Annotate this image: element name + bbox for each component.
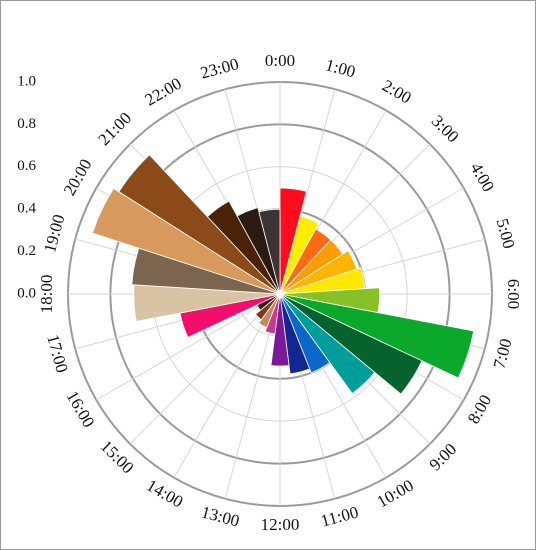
bar-14-00 (258, 293, 281, 329)
angular-tick-label: 17:00 (43, 332, 71, 374)
bars-layer (91, 154, 475, 395)
angular-tick-label: 18:00 (37, 275, 56, 314)
bar-21-00 (118, 154, 281, 295)
bar-10-00 (279, 293, 331, 374)
angular-tick-labels: 0:00 1:00 2:00 3:004:00 5:00 6:00 7:00 8:009:00… (37, 51, 523, 534)
radial-tick-labels: 0.0 0.2 0.4 0.6 0.8 1.0 (17, 73, 36, 301)
bar-23-00 (236, 207, 281, 295)
bar-22-00 (206, 200, 281, 295)
spoke-16 (96, 293, 281, 401)
angular-tick-label: 23:00 (198, 54, 240, 82)
angular-tick-label: 13:00 (199, 502, 241, 530)
angular-tick-label: 2:00 (379, 76, 415, 108)
angular-tick-label: 7:00 (489, 337, 515, 371)
angular-tick-label: 12:00 (261, 515, 300, 534)
bar-8-00 (279, 293, 423, 395)
bar-7-00 (279, 293, 475, 379)
angular-tick-label: 4:00 (467, 159, 499, 195)
angular-tick-label: 6:00 (504, 279, 523, 309)
angular-tick-label: 8:00 (464, 391, 496, 427)
bar-12-00 (270, 293, 290, 367)
radial-tick-label: 0.2 (17, 243, 36, 259)
bar-20-00 (91, 187, 281, 295)
angular-tick-label: 20:00 (60, 156, 96, 199)
angular-tick-label: 1:00 (323, 55, 357, 81)
spoke-15 (129, 293, 281, 445)
bar-11-00 (279, 293, 311, 375)
angular-tick-label: 22:00 (142, 74, 185, 110)
angular-tick-label: 21:00 (94, 108, 135, 149)
radial-tick-label: 0.4 (17, 201, 36, 217)
bar-9-00 (279, 293, 376, 395)
angular-tick-label: 3:00 (428, 111, 463, 146)
angular-tick-label: 0:00 (265, 51, 295, 70)
bar-1-00 (279, 215, 320, 295)
angular-tick-label: 11:00 (319, 502, 361, 530)
radial-tick-label: 0.0 (17, 285, 36, 301)
radial-tick-label: 0.8 (17, 116, 36, 132)
angular-tick-label: 19:00 (40, 212, 68, 254)
radial-tick-label: 0.6 (17, 158, 36, 174)
radial-tick-label: 1.0 (17, 73, 36, 89)
bar-15-00 (254, 293, 281, 321)
angular-tick-label: 5:00 (493, 216, 519, 250)
bar-23-30 (258, 208, 281, 295)
angular-tick-label: 9:00 (426, 440, 461, 475)
